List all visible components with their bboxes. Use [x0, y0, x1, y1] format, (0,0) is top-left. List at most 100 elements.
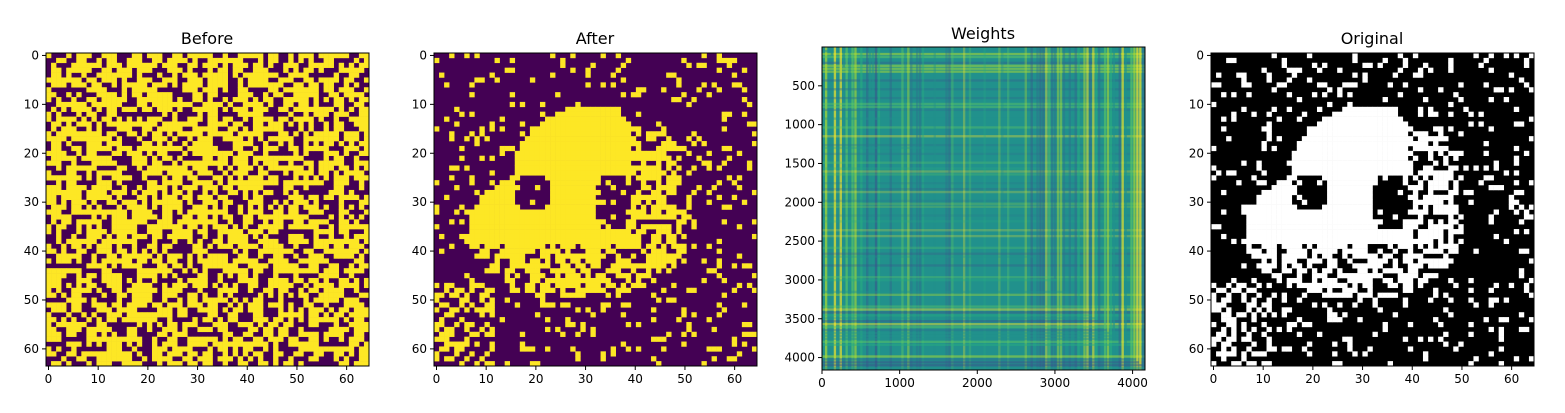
- heatmap-cell: [529, 238, 536, 245]
- heatmap-cell: [524, 287, 531, 293]
- heatmap-cell: [172, 62, 178, 68]
- heatmap-cell: [1422, 97, 1429, 103]
- heatmap-cell: [1443, 175, 1449, 181]
- heatmap-cell: [570, 273, 576, 279]
- heatmap-cell: [605, 243, 611, 249]
- heatmap-cell: [56, 111, 62, 117]
- heatmap-cell: [1241, 106, 1247, 112]
- heatmap-cell: [131, 326, 138, 333]
- heatmap-cell: [534, 131, 541, 137]
- panel-title-original: Original: [1341, 29, 1404, 48]
- heatmap-cell: [157, 106, 163, 112]
- heatmap-cell: [625, 321, 632, 328]
- heatmap-cell: [1372, 219, 1378, 225]
- heatmap-cell: [1316, 145, 1323, 152]
- heatmap-cell: [1407, 224, 1414, 230]
- heatmap-cell: [681, 307, 687, 313]
- heatmap-cell: [151, 82, 158, 88]
- heatmap-cell: [1382, 145, 1388, 152]
- heatmap-cell: [197, 97, 203, 103]
- heatmap-cell: [187, 346, 193, 352]
- heatmap-cell: [162, 62, 168, 68]
- heatmap-cell: [570, 141, 576, 147]
- heatmap-cell: [1367, 233, 1373, 240]
- heatmap-cell: [726, 204, 733, 210]
- heatmap-cell: [691, 312, 697, 318]
- heatmap-cell: [303, 224, 309, 230]
- heatmap-cell: [1412, 175, 1419, 181]
- heatmap-cell: [308, 263, 314, 269]
- heatmap-cell: [323, 87, 329, 93]
- heatmap-cell: [1286, 175, 1293, 181]
- heatmap-cell: [202, 356, 208, 362]
- heatmap-cell: [46, 273, 52, 279]
- weight-stripe-horizontal: [822, 202, 1145, 205]
- heatmap-cell: [706, 346, 712, 352]
- heatmap-cell: [116, 287, 123, 293]
- heatmap-cell: [283, 248, 289, 254]
- heatmap-cell: [96, 189, 102, 196]
- heatmap-cell: [1513, 145, 1520, 152]
- heatmap-cell: [353, 165, 360, 171]
- heatmap-cell: [529, 214, 536, 220]
- heatmap-cell: [1422, 141, 1429, 147]
- heatmap-cell: [1402, 82, 1409, 88]
- heatmap-cell: [1322, 170, 1328, 176]
- heatmap-cell: [580, 165, 586, 171]
- heatmap-cell: [645, 224, 652, 230]
- heatmap-cell: [313, 282, 319, 289]
- heatmap-cell: [1332, 165, 1338, 171]
- heatmap-cell: [686, 204, 692, 210]
- heatmap-cell: [76, 67, 82, 73]
- heatmap-cell: [257, 312, 264, 318]
- heatmap-cell: [524, 145, 531, 152]
- x-tick-label: 60: [339, 372, 354, 386]
- heatmap-cell: [363, 111, 370, 117]
- heatmap-cell: [51, 106, 57, 112]
- heatmap-cell: [157, 346, 163, 352]
- heatmap-cell: [116, 243, 123, 249]
- heatmap-cell: [353, 243, 360, 249]
- heatmap-cell: [187, 136, 193, 142]
- heatmap-cell: [121, 263, 128, 269]
- heatmap-cell: [146, 106, 153, 112]
- heatmap-cell: [1448, 224, 1454, 230]
- y-tick-label: 40: [24, 244, 39, 258]
- heatmap-cell: [1281, 194, 1288, 201]
- heatmap-cell: [353, 248, 360, 254]
- heatmap-cell: [71, 297, 77, 303]
- heatmap-cell: [333, 292, 340, 298]
- heatmap-cell: [1352, 141, 1358, 147]
- heatmap-cell: [580, 141, 586, 147]
- heatmap-cell: [1377, 106, 1383, 112]
- heatmap-cell: [610, 141, 616, 147]
- heatmap-cell: [489, 170, 495, 176]
- heatmap-cell: [1216, 224, 1222, 230]
- heatmap-cell: [343, 238, 350, 245]
- heatmap-cell: [590, 106, 596, 112]
- heatmap-cell: [308, 346, 314, 352]
- heatmap-cell: [671, 214, 677, 220]
- heatmap-cell: [539, 219, 546, 225]
- heatmap-cell: [489, 326, 495, 333]
- heatmap-cell: [182, 160, 188, 166]
- heatmap-cell: [529, 126, 536, 132]
- heatmap-cell: [116, 97, 123, 103]
- heatmap-cell: [46, 224, 52, 230]
- heatmap-cell: [313, 62, 319, 68]
- heatmap-cell: [585, 131, 591, 137]
- heatmap-cell: [278, 141, 284, 147]
- heatmap-cell: [56, 57, 62, 64]
- heatmap-cell: [701, 141, 707, 147]
- heatmap-cell: [449, 136, 455, 142]
- heatmap-cell: [268, 87, 274, 93]
- heatmap-cell: [323, 317, 329, 323]
- heatmap-cell: [257, 248, 264, 254]
- heatmap-cell: [519, 341, 526, 347]
- heatmap-cell: [162, 356, 168, 362]
- heatmap-cell: [101, 209, 107, 215]
- heatmap-cell: [590, 121, 596, 127]
- heatmap-cell: [514, 160, 521, 166]
- heatmap-cell: [207, 92, 213, 98]
- heatmap-cell: [51, 155, 57, 161]
